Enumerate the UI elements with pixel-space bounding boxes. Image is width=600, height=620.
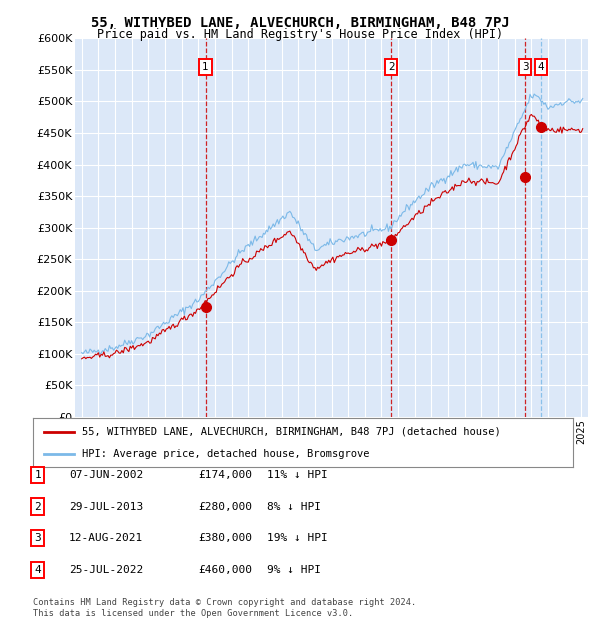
Text: Contains HM Land Registry data © Crown copyright and database right 2024.
This d: Contains HM Land Registry data © Crown c… — [33, 598, 416, 618]
Text: 12-AUG-2021: 12-AUG-2021 — [69, 533, 143, 543]
Text: 07-JUN-2002: 07-JUN-2002 — [69, 470, 143, 480]
Text: £460,000: £460,000 — [198, 565, 252, 575]
Text: 3: 3 — [522, 62, 529, 72]
Text: 25-JUL-2022: 25-JUL-2022 — [69, 565, 143, 575]
Text: 8% ↓ HPI: 8% ↓ HPI — [267, 502, 321, 512]
Text: £174,000: £174,000 — [198, 470, 252, 480]
Text: 19% ↓ HPI: 19% ↓ HPI — [267, 533, 328, 543]
Text: £380,000: £380,000 — [198, 533, 252, 543]
Text: 55, WITHYBED LANE, ALVECHURCH, BIRMINGHAM, B48 7PJ: 55, WITHYBED LANE, ALVECHURCH, BIRMINGHA… — [91, 16, 509, 30]
Text: 9% ↓ HPI: 9% ↓ HPI — [267, 565, 321, 575]
Text: 1: 1 — [34, 470, 41, 480]
Text: £280,000: £280,000 — [198, 502, 252, 512]
Text: 11% ↓ HPI: 11% ↓ HPI — [267, 470, 328, 480]
Text: 3: 3 — [34, 533, 41, 543]
Text: 4: 4 — [34, 565, 41, 575]
Text: 4: 4 — [538, 62, 544, 72]
Text: 55, WITHYBED LANE, ALVECHURCH, BIRMINGHAM, B48 7PJ (detached house): 55, WITHYBED LANE, ALVECHURCH, BIRMINGHA… — [82, 427, 500, 436]
Text: 29-JUL-2013: 29-JUL-2013 — [69, 502, 143, 512]
Text: Price paid vs. HM Land Registry's House Price Index (HPI): Price paid vs. HM Land Registry's House … — [97, 28, 503, 41]
Text: HPI: Average price, detached house, Bromsgrove: HPI: Average price, detached house, Brom… — [82, 449, 369, 459]
Text: 1: 1 — [202, 62, 209, 72]
Text: 2: 2 — [34, 502, 41, 512]
Text: 2: 2 — [388, 62, 394, 72]
